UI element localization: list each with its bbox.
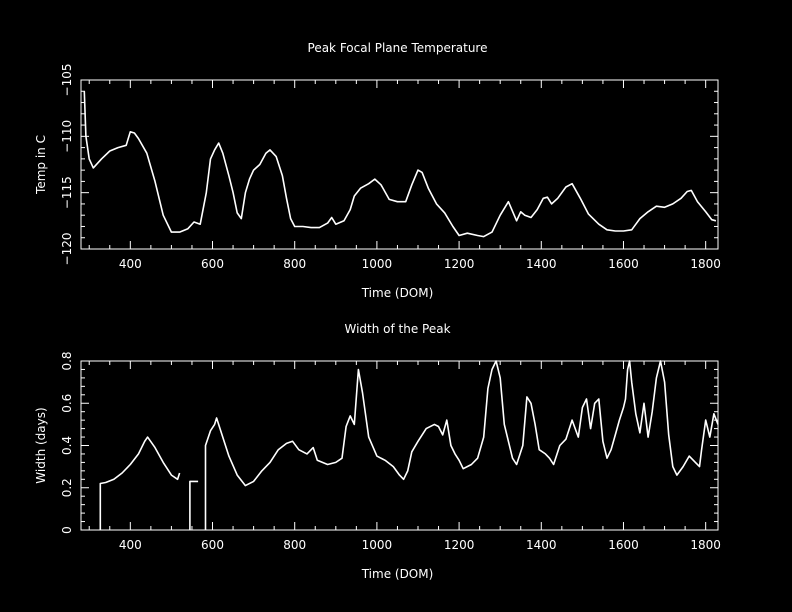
- chart2-x-tick-label: 1000: [362, 538, 393, 552]
- chart2-x-axis-label: Time (DOM): [361, 567, 434, 581]
- chart1-y-tick-label: −105: [60, 64, 74, 97]
- chart1-y-tick-label: −115: [60, 176, 74, 209]
- chart2-x-tick-label: 600: [201, 538, 224, 552]
- chart2-y-axis-label: Width (days): [34, 407, 48, 483]
- chart2-x-tick-label: 1800: [690, 538, 721, 552]
- chart1-x-tick-label: 1600: [608, 257, 639, 271]
- chart2-series-line: [189, 480, 199, 530]
- chart2-y-tick-label: 0.8: [60, 351, 74, 370]
- chart2-x-tick-label: 1600: [608, 538, 639, 552]
- chart1-title: Peak Focal Plane Temperature: [308, 41, 488, 55]
- chart2-series-line: [99, 436, 181, 530]
- chart1-x-tick-label: 400: [119, 257, 142, 271]
- chart1-x-tick-label: 600: [201, 257, 224, 271]
- chart2-x-tick-label: 1400: [526, 538, 557, 552]
- chart1-x-tick-label: 1200: [444, 257, 475, 271]
- chart2-x-tick-label: 800: [283, 538, 306, 552]
- chart2-y-tick-label: 0.6: [60, 394, 74, 413]
- chart2-y-tick-label: 0: [60, 526, 74, 534]
- chart2-y-tick-label: 0.4: [60, 436, 74, 455]
- chart1-x-axis-label: Time (DOM): [361, 286, 434, 300]
- chart1-plot-frame: [80, 79, 719, 250]
- chart2-x-tick-label: 1200: [444, 538, 475, 552]
- chart1-series-line: [83, 91, 717, 238]
- chart2-series-line: [204, 360, 719, 530]
- chart1-x-tick-label: 1000: [362, 257, 393, 271]
- chart2-x-tick-label: 400: [119, 538, 142, 552]
- chart1-x-tick-label: 1400: [526, 257, 557, 271]
- chart2-y-tick-label: 0.2: [60, 478, 74, 497]
- chart1-y-tick-label: −120: [60, 233, 74, 266]
- chart1-y-axis-label: Temp in C: [34, 135, 48, 195]
- chart1-x-tick-label: 800: [283, 257, 306, 271]
- chart2-plot-frame: [80, 360, 719, 531]
- chart1-y-tick-label: −110: [60, 120, 74, 153]
- chart2-title: Width of the Peak: [344, 322, 450, 336]
- chart1-x-tick-label: 1800: [690, 257, 721, 271]
